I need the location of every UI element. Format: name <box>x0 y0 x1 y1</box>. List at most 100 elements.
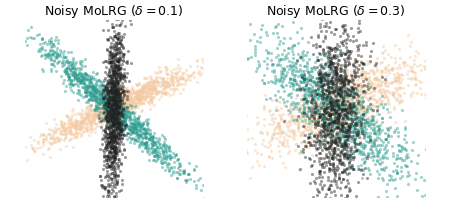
Point <box>331 117 338 120</box>
Point <box>99 97 106 101</box>
Point <box>107 106 114 109</box>
Point <box>311 85 319 88</box>
Point <box>98 93 105 96</box>
Point <box>49 52 56 55</box>
Point <box>99 98 106 101</box>
Point <box>119 53 126 56</box>
Point <box>126 95 134 98</box>
Point <box>352 74 359 77</box>
Point <box>375 152 382 155</box>
Point <box>107 45 114 48</box>
Point <box>328 112 335 115</box>
Point <box>383 196 390 199</box>
Point <box>34 142 41 145</box>
Point <box>110 96 117 99</box>
Point <box>96 90 103 93</box>
Point <box>131 123 139 126</box>
Point <box>336 116 343 119</box>
Point <box>400 62 408 65</box>
Point <box>91 87 98 90</box>
Point <box>112 44 120 48</box>
Point <box>115 106 122 110</box>
Point <box>91 94 98 97</box>
Point <box>116 83 123 86</box>
Point <box>135 89 143 93</box>
Point <box>122 93 129 96</box>
Point <box>116 72 123 75</box>
Point <box>324 55 331 58</box>
Point <box>109 99 117 102</box>
Point <box>95 98 103 101</box>
Point <box>104 101 112 104</box>
Point <box>364 99 372 102</box>
Point <box>114 41 121 44</box>
Point <box>104 105 112 108</box>
Point <box>144 100 151 103</box>
Point <box>112 97 119 101</box>
Point <box>106 108 113 112</box>
Point <box>341 82 348 86</box>
Point <box>113 70 121 74</box>
Point <box>111 152 118 155</box>
Point <box>329 166 336 170</box>
Point <box>359 61 366 65</box>
Point <box>300 58 307 61</box>
Point <box>134 92 141 95</box>
Point <box>338 82 346 85</box>
Point <box>111 53 118 56</box>
Point <box>342 119 350 122</box>
Point <box>345 88 352 91</box>
Point <box>322 88 329 92</box>
Point <box>109 105 117 108</box>
Point <box>107 107 114 110</box>
Point <box>343 130 351 133</box>
Point <box>390 90 397 93</box>
Point <box>72 113 79 116</box>
Point <box>296 88 303 92</box>
Point <box>387 90 394 94</box>
Point <box>293 101 300 105</box>
Point <box>117 127 125 131</box>
Point <box>317 80 324 84</box>
Point <box>142 141 149 144</box>
Point <box>110 109 117 112</box>
Point <box>353 143 360 146</box>
Point <box>110 73 117 77</box>
Point <box>316 104 323 107</box>
Point <box>389 67 396 70</box>
Point <box>111 158 118 161</box>
Point <box>372 63 379 66</box>
Point <box>105 89 112 92</box>
Point <box>88 95 95 98</box>
Point <box>100 96 107 100</box>
Point <box>357 88 364 91</box>
Point <box>86 93 93 96</box>
Point <box>326 89 333 92</box>
Point <box>131 104 139 107</box>
Point <box>332 140 339 143</box>
Point <box>407 95 414 98</box>
Point <box>110 123 117 126</box>
Point <box>306 91 314 94</box>
Point <box>361 92 369 95</box>
Point <box>355 97 362 101</box>
Point <box>141 127 148 130</box>
Point <box>342 144 350 148</box>
Point <box>358 168 365 171</box>
Point <box>346 110 353 113</box>
Point <box>109 46 117 49</box>
Point <box>339 107 346 111</box>
Point <box>328 96 335 99</box>
Point <box>359 77 366 80</box>
Point <box>50 140 58 143</box>
Point <box>309 117 316 120</box>
Point <box>165 153 172 157</box>
Point <box>303 129 310 132</box>
Point <box>90 88 98 91</box>
Point <box>432 179 439 183</box>
Point <box>432 190 440 194</box>
Point <box>316 78 324 81</box>
Point <box>103 161 110 165</box>
Point <box>374 81 381 84</box>
Point <box>111 138 118 141</box>
